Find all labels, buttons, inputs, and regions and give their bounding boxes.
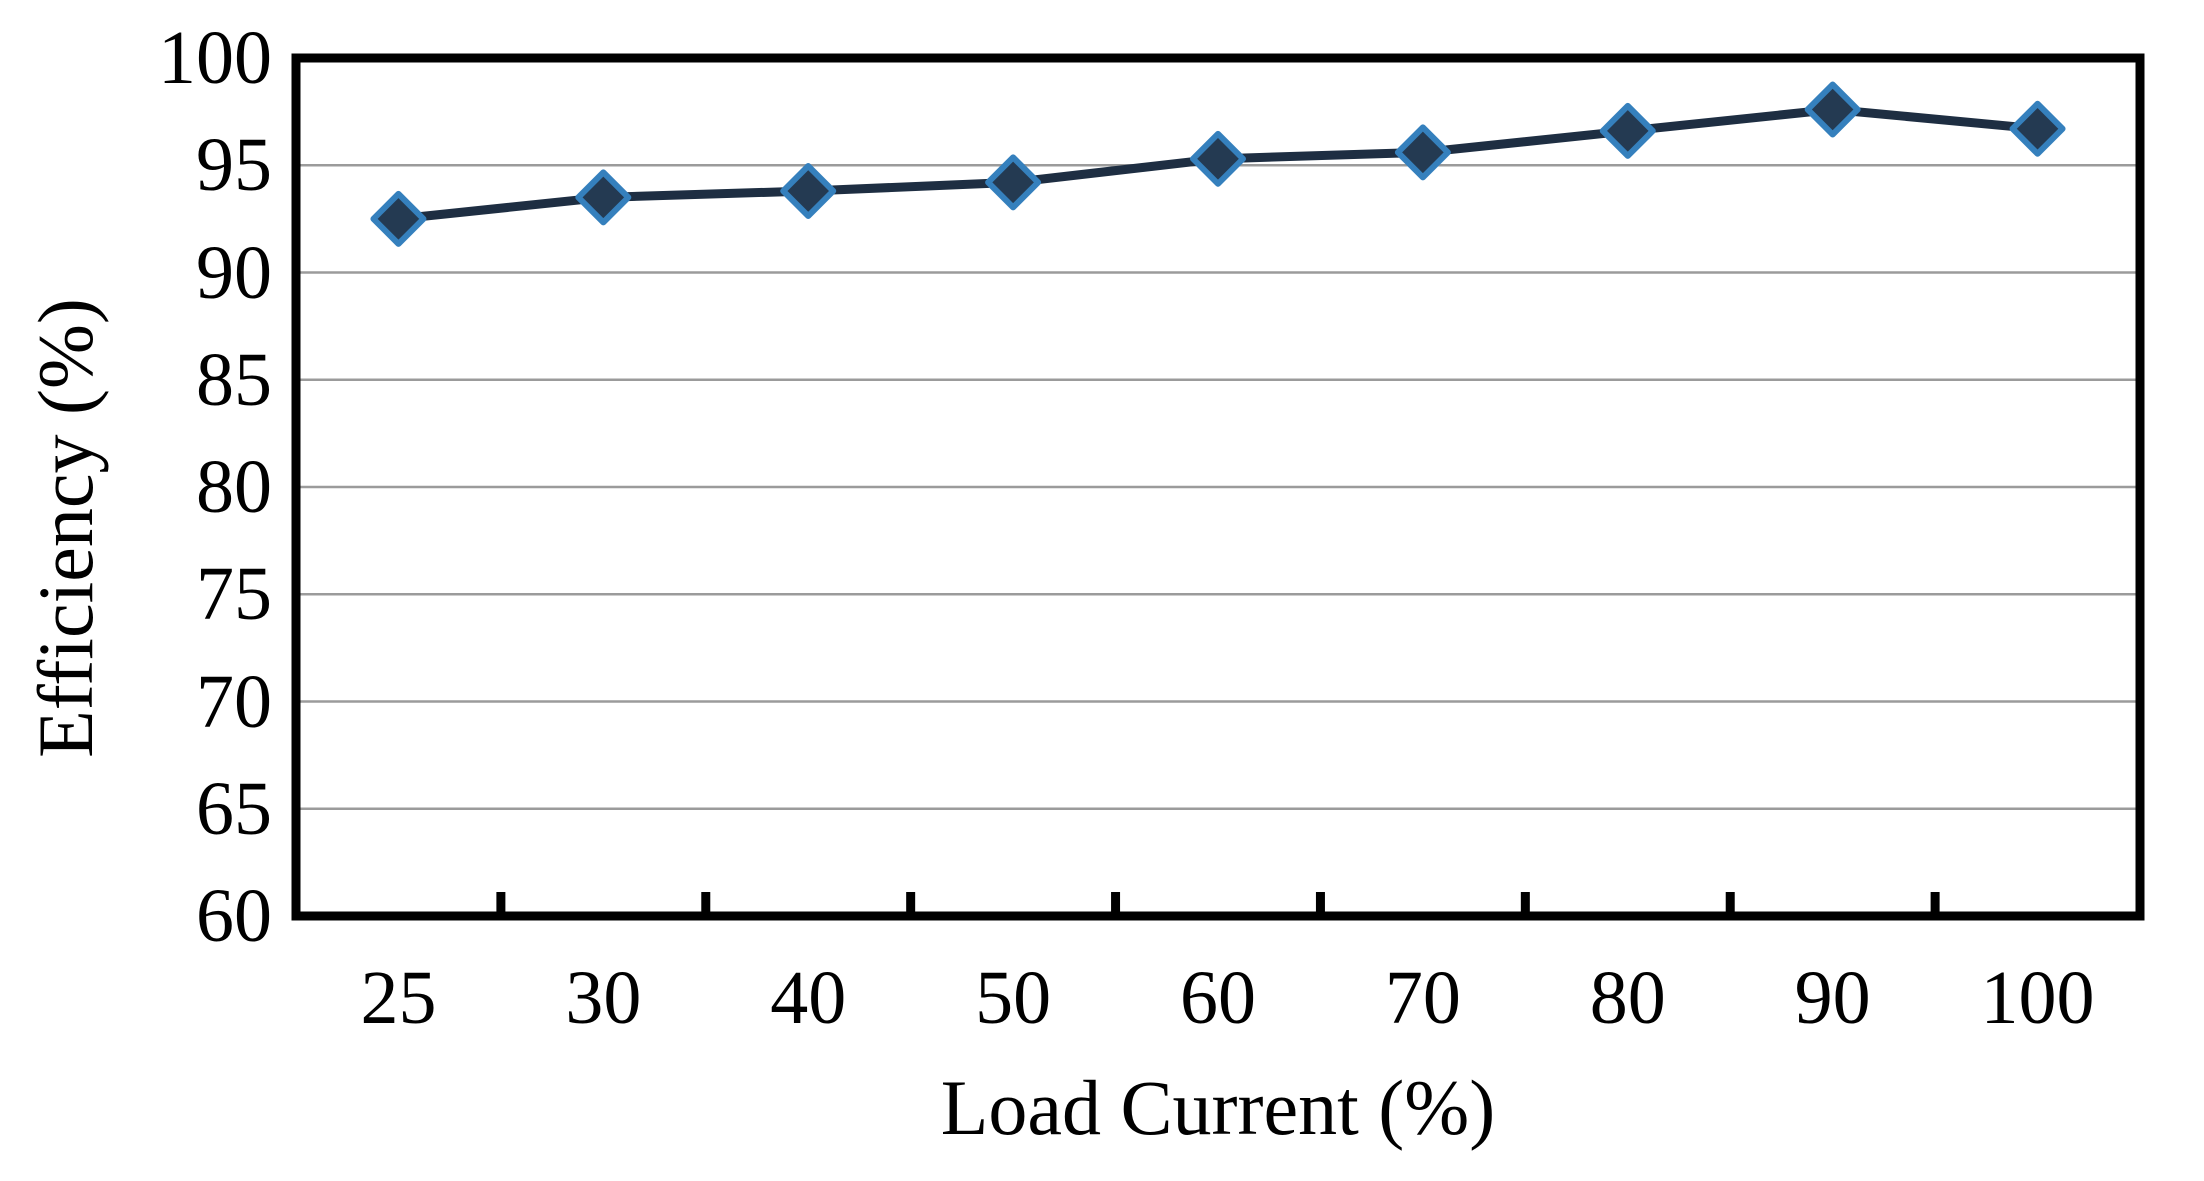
x-axis-title: Load Current (%) (940, 1064, 1496, 1151)
y-tick-label: 80 (196, 445, 272, 529)
data-point-marker (985, 154, 1042, 211)
y-tick-label: 100 (158, 16, 272, 100)
data-point-marker (1394, 124, 1451, 181)
data-point-marker (1190, 130, 1246, 187)
plot-border (291, 53, 2145, 921)
x-tick-label: 40 (770, 956, 847, 1040)
x-tick-label: 30 (565, 956, 642, 1040)
data-point-marker (1599, 102, 1656, 159)
y-tick-label: 65 (196, 766, 272, 851)
y-tick-label: 70 (196, 659, 272, 744)
data-point-marker (780, 162, 837, 219)
y-tick-label: 85 (196, 337, 272, 422)
y-tick-label: 90 (196, 230, 272, 315)
x-tick-label: 80 (1589, 956, 1666, 1040)
data-point-marker (2009, 100, 2066, 157)
x-tick-label: 100 (1980, 956, 2095, 1040)
data-point-marker (370, 190, 427, 247)
x-tick-label: 70 (1384, 956, 1461, 1040)
x-tick-label: 50 (975, 956, 1052, 1040)
y-axis-title: Efficiency (%) (22, 298, 109, 758)
y-tick-label: 60 (196, 874, 272, 958)
data-point-marker (575, 169, 632, 226)
x-tick-label: 25 (360, 956, 437, 1040)
x-tick-label: 90 (1794, 956, 1871, 1040)
y-tick-label: 95 (196, 123, 272, 208)
x-tick-label: 60 (1180, 956, 1256, 1040)
y-tick-label: 75 (196, 552, 272, 637)
data-point-marker (1804, 81, 1861, 138)
